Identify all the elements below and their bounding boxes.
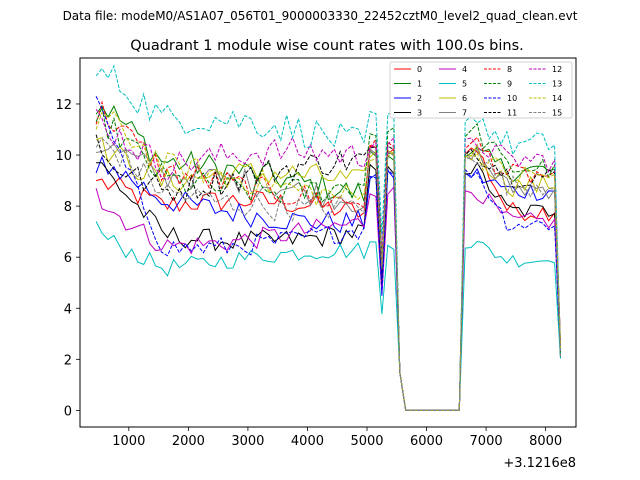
x-tick-label: 3000 xyxy=(231,434,264,449)
legend-label-12: 12 xyxy=(552,65,562,74)
legend-label-6: 6 xyxy=(462,94,467,103)
x-tick-label: 8000 xyxy=(529,434,562,449)
series-line-6 xyxy=(95,136,561,411)
legend-label-4: 4 xyxy=(462,65,467,74)
x-tick-label: 7000 xyxy=(470,434,503,449)
y-tick-label: 10 xyxy=(55,149,72,164)
legend-box xyxy=(389,61,573,119)
series-line-10 xyxy=(95,96,561,411)
axis-ticks: 1000 2000 3000 4000 5000 6000 7000 8000 0 2 4 6 8 10 1… xyxy=(55,98,562,449)
legend-label-8: 8 xyxy=(507,65,512,74)
y-tick-label: 2 xyxy=(64,353,72,368)
x-offset-label: +3.1216e8 xyxy=(503,456,576,471)
y-tick-label: 0 xyxy=(64,404,72,419)
y-tick-label: 8 xyxy=(64,200,72,215)
x-tick-label: 2000 xyxy=(172,434,205,449)
legend-label-3: 3 xyxy=(417,109,422,118)
legend-label-9: 9 xyxy=(507,80,512,89)
series-line-12 xyxy=(95,108,561,411)
y-tick-label: 4 xyxy=(64,302,72,317)
legend-label-1: 1 xyxy=(417,80,422,89)
y-tick-label: 6 xyxy=(64,251,72,266)
series-line-2 xyxy=(95,155,561,411)
plot-area xyxy=(95,64,561,411)
legend-label-15: 15 xyxy=(552,109,562,118)
x-tick-label: 5000 xyxy=(350,434,383,449)
legend-label-5: 5 xyxy=(462,80,467,89)
series-line-13 xyxy=(95,64,561,411)
legend-label-7: 7 xyxy=(462,109,467,118)
chart-title: Quadrant 1 module wise count rates with … xyxy=(130,38,524,54)
legend-label-13: 13 xyxy=(552,80,562,89)
series-line-4 xyxy=(95,185,561,411)
series-line-7 xyxy=(96,143,561,411)
legend-label-11: 11 xyxy=(507,109,517,118)
series-line-5 xyxy=(95,221,561,411)
series-line-14 xyxy=(95,111,561,411)
series-line-9 xyxy=(95,105,561,411)
legend-label-0: 0 xyxy=(417,65,422,74)
legend-label-10: 10 xyxy=(507,94,517,103)
series-line-11 xyxy=(95,134,561,411)
legend-label-14: 14 xyxy=(552,94,562,103)
x-tick-label: 1000 xyxy=(112,434,145,449)
legend-label-2: 2 xyxy=(417,94,422,103)
axes-frame xyxy=(79,57,577,428)
y-tick-label: 12 xyxy=(55,98,72,113)
x-tick-label: 6000 xyxy=(410,434,443,449)
chart-suptitle: Data file: modeM0/AS1A07_056T01_90000033… xyxy=(63,9,578,23)
x-tick-label: 4000 xyxy=(291,434,324,449)
series-line-8 xyxy=(95,100,561,411)
series-line-15 xyxy=(95,137,561,411)
series-line-0 xyxy=(95,144,561,411)
